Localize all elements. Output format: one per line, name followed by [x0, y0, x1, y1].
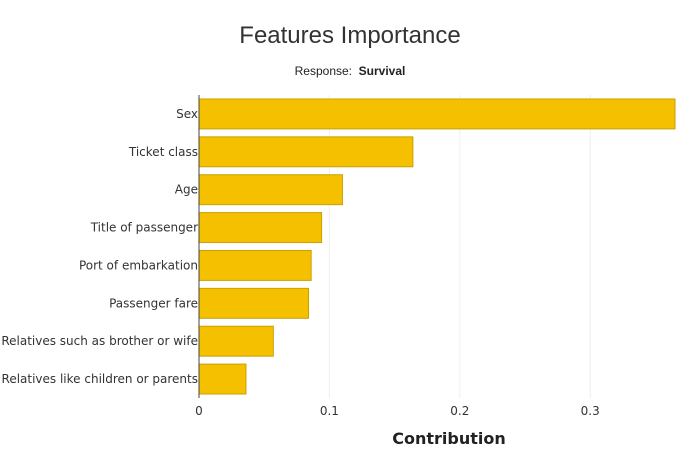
y-tick-label: Passenger fare: [109, 296, 198, 310]
bars: [198, 98, 676, 395]
bar[interactable]: [198, 174, 343, 206]
response-value: Survival: [358, 64, 406, 78]
x-axis-title: Contribution: [392, 429, 506, 448]
y-tick-label: Sex: [176, 107, 198, 121]
bar[interactable]: [198, 136, 414, 168]
bar[interactable]: [198, 325, 274, 357]
bar[interactable]: [198, 287, 310, 319]
y-tick-label: Port of embarkation: [79, 258, 198, 272]
bar[interactable]: [198, 249, 312, 281]
bar[interactable]: [198, 212, 323, 244]
x-tick-label: 0.3: [581, 404, 600, 418]
y-tick-label: Relatives such as brother or wife: [1, 334, 198, 348]
response-label: Response:: [294, 64, 352, 78]
bar[interactable]: [198, 98, 676, 130]
x-tick-label: 0.1: [320, 404, 339, 418]
x-tick-label: 0.2: [450, 404, 469, 418]
tick-labels: 0 0.1 0.2 0.3 Sex Ticket class Age Title of pas…: [1, 107, 599, 418]
x-tick-label: 0: [195, 404, 203, 418]
bar[interactable]: [198, 363, 247, 395]
y-tick-label: Relatives like children or parents: [2, 372, 198, 386]
y-tick-label: Title of passenger: [90, 221, 198, 235]
chart-title: Features Importance: [239, 22, 461, 49]
y-tick-label: Ticket class: [128, 145, 198, 159]
chart-subtitle: Response: Survival: [0, 64, 700, 78]
y-tick-label: Age: [175, 183, 198, 197]
